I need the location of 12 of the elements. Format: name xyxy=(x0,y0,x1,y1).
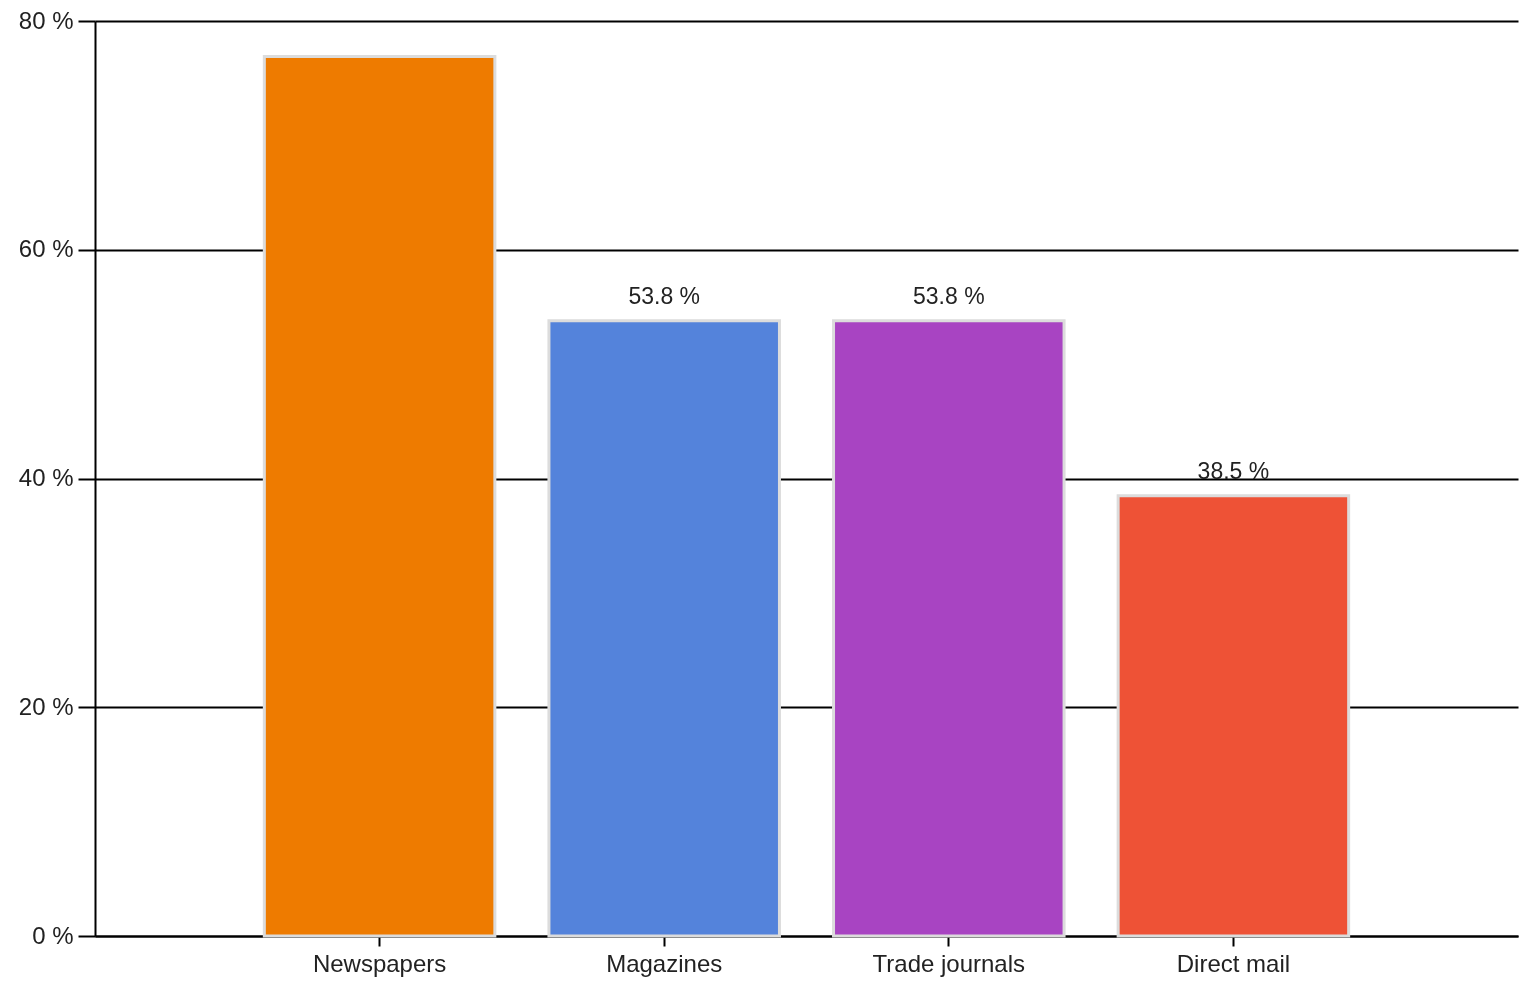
data-label: 53.8 % xyxy=(913,282,985,309)
x-tick-label: Trade journals xyxy=(872,949,1026,977)
y-tick-label: 80 % xyxy=(18,6,74,34)
data-label: 38.5 % xyxy=(1197,457,1270,484)
y-tick-label: 20 % xyxy=(18,692,74,720)
x-tick-label: Direct mail xyxy=(1176,949,1291,977)
data-label: 53.8 % xyxy=(628,282,700,309)
y-tick-label: 60 % xyxy=(18,235,74,263)
y-tick-label: 0 % xyxy=(32,921,74,949)
x-tick-label: Magazines xyxy=(606,949,723,977)
x-tick-label: Newspapers xyxy=(312,949,447,977)
y-tick-label: 40 % xyxy=(18,464,74,491)
